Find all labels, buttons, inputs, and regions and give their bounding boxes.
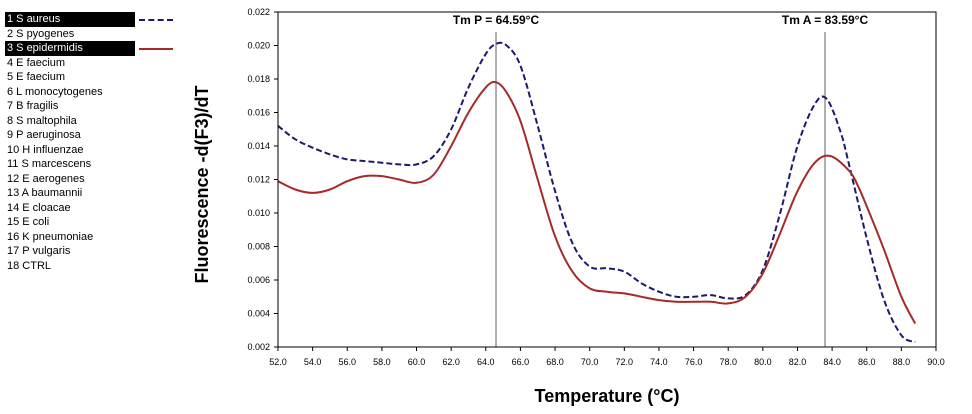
x-tick-label: 74.0 [650,357,668,367]
legend-item-label: 14 E cloacae [7,201,71,214]
legend-item-label: 1 S aureus [5,12,135,27]
legend-item-label: 2 S pyogenes [7,27,75,40]
x-tick-label: 80.0 [754,357,772,367]
x-axis-ticks: 52.0 54.0 56.0 58.0 60.0 62.0 64.0 66.0 68.0 70.0… [269,347,945,367]
x-tick-label: 56.0 [338,357,356,367]
x-tick-label: 84.0 [823,357,841,367]
curves [277,41,917,343]
x-tick-label: 86.0 [858,357,876,367]
legend-item-label: 10 H influenzae [7,143,84,156]
x-tick-label: 60.0 [408,357,426,367]
legend-item[interactable]: 14 E cloacae [3,201,181,216]
legend-item-label: 8 S maltophila [7,114,77,127]
plot-frame [277,11,937,348]
legend-item[interactable]: 18 CTRL [3,259,181,274]
x-tick-label: 58.0 [373,357,391,367]
x-tick-label: 76.0 [685,357,703,367]
legend-item-label: 12 E aerogenes [7,172,85,185]
legend-item[interactable]: 3 S epidermidis [3,41,181,56]
y-tick-label: 0.004 [247,309,270,319]
tm-marker-label: Tm A = 83.59°C [782,13,869,27]
legend-item-label: 16 K pneumoniae [7,230,94,243]
legend-item[interactable]: 8 S maltophila [3,114,181,129]
tm-marker-label: Tm P = 64.59°C [453,13,540,27]
legend-swatch [139,48,173,50]
x-tick-label: 62.0 [442,357,460,367]
legend-item-label: 17 P vulgaris [7,245,71,257]
series-line-3-s-epidermidis [277,81,917,325]
x-tick-label: 90.0 [927,357,945,367]
legend-item-label: 5 E faecium [7,71,66,83]
x-tick-label: 54.0 [304,357,322,367]
legend-item[interactable]: 5 E faecium [3,70,181,85]
legend-item[interactable]: 15 E coli [3,215,181,230]
legend-item[interactable]: 10 H influenzae [3,143,181,158]
legend-item-label: 6 L monocytogenes [7,85,103,98]
x-axis-title: Temperature (°C) [535,386,680,406]
y-tick-label: 0.020 [247,41,270,51]
legend-item-label: 7 B fragilis [7,100,59,112]
legend: 1 S aureus 2 S pyogenes 3 S epidermidis 4 E… [3,12,181,273]
x-tick-label: 68.0 [546,357,564,367]
series-line-1-s-aureus [277,41,916,343]
x-tick-label: 66.0 [512,357,530,367]
legend-item[interactable]: 11 S marcescens [3,157,181,172]
y-axis-ticks: 0.002 0.004 0.006 0.008 0.010 0.012 0.014 0.016… [247,7,278,352]
y-axis-title: Fluorescence -d(F3)/dT [192,85,212,283]
x-tick-label: 72.0 [616,357,634,367]
y-tick-label: 0.014 [247,141,270,151]
x-tick-label: 88.0 [893,357,911,367]
legend-item-label: 15 E coli [7,216,50,228]
legend-item[interactable]: 7 B fragilis [3,99,181,114]
y-tick-label: 0.010 [247,208,270,218]
x-tick-label: 70.0 [581,357,599,367]
legend-item[interactable]: 16 K pneumoniae [3,230,181,245]
legend-item-label: 4 E faecium [7,56,66,69]
y-tick-label: 0.018 [247,74,270,84]
x-tick-label: 52.0 [269,357,287,367]
legend-item-label: 11 S marcescens [7,158,92,170]
y-tick-label: 0.008 [247,242,270,252]
x-tick-label: 64.0 [477,357,495,367]
legend-item[interactable]: 4 E faecium [3,56,181,71]
legend-item-label: 18 CTRL [7,259,52,272]
legend-item-label: 3 S epidermidis [5,41,135,56]
legend-item[interactable]: 6 L monocytogenes [3,85,181,100]
legend-swatch [139,19,173,21]
legend-item[interactable]: 17 P vulgaris [3,244,181,259]
legend-item-label: 9 P aeruginosa [7,129,81,141]
x-tick-label: 78.0 [719,357,737,367]
y-tick-label: 0.012 [247,175,270,185]
tm-markers: Tm P = 64.59°C Tm A = 83.59°C [453,13,869,347]
legend-item[interactable]: 1 S aureus [3,12,181,27]
legend-item[interactable]: 2 S pyogenes [3,27,181,42]
x-tick-label: 82.0 [789,357,807,367]
legend-item-label: 13 A baumannii [7,187,83,199]
y-tick-label: 0.002 [247,342,270,352]
legend-item[interactable]: 13 A baumannii [3,186,181,201]
legend-item[interactable]: 12 E aerogenes [3,172,181,187]
y-tick-label: 0.016 [247,108,270,118]
legend-item[interactable]: 9 P aeruginosa [3,128,181,143]
y-tick-label: 0.022 [247,7,270,17]
y-tick-label: 0.006 [247,275,270,285]
